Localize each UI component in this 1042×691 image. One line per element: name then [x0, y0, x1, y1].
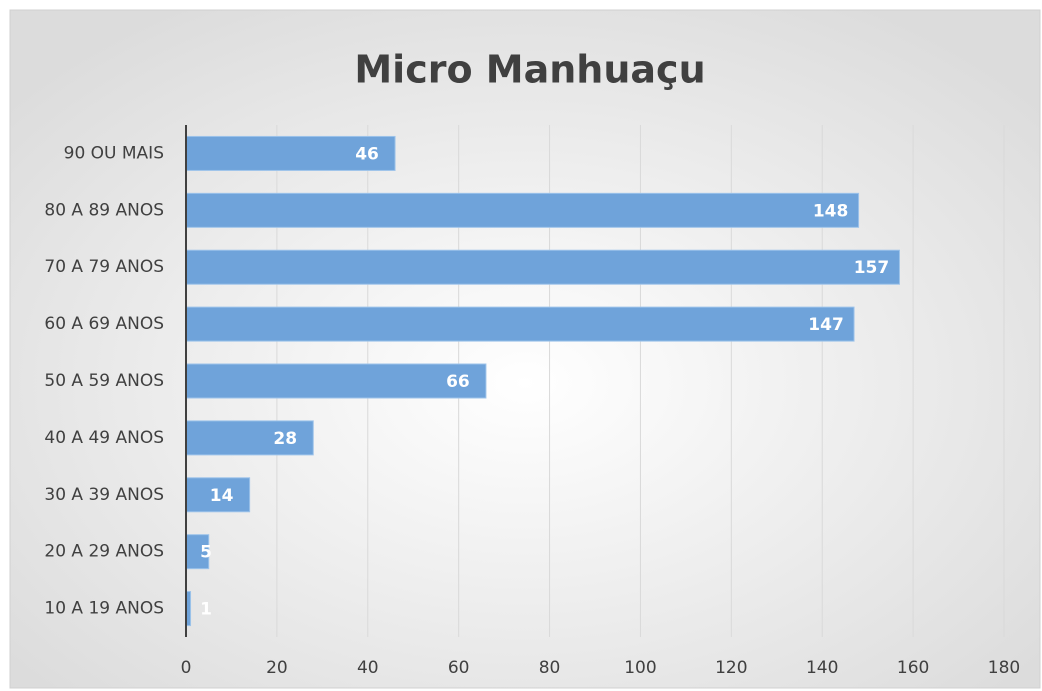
- y-tick-label: 60 A 69 ANOS: [44, 314, 164, 334]
- y-tick-label: 40 A 49 ANOS: [44, 428, 164, 448]
- y-tick-label: 50 A 59 ANOS: [44, 371, 164, 391]
- data-label: 5: [200, 543, 212, 563]
- bar: [185, 363, 487, 399]
- data-label: 14: [210, 486, 234, 506]
- x-tick-label: 120: [715, 658, 747, 678]
- data-label: 1: [200, 600, 212, 620]
- y-tick-label: 80 A 89 ANOS: [44, 200, 164, 220]
- x-tick-label: 80: [539, 658, 561, 678]
- data-label: 66: [446, 372, 470, 392]
- x-tick-label: 0: [181, 658, 192, 678]
- chart-title: Micro Manhuaçu: [354, 48, 705, 92]
- x-tick-label: 160: [897, 658, 929, 678]
- y-tick-label: 20 A 29 ANOS: [44, 542, 164, 562]
- bar: [185, 249, 900, 285]
- chart-area: [9, 9, 1041, 689]
- data-label: 148: [813, 201, 849, 221]
- data-label: 46: [355, 144, 379, 164]
- data-label: 157: [854, 258, 890, 278]
- bar: [185, 192, 860, 228]
- y-tick-label: 30 A 39 ANOS: [44, 485, 164, 505]
- data-label: 28: [273, 429, 297, 449]
- y-tick-label: 10 A 19 ANOS: [44, 599, 164, 619]
- x-tick-label: 60: [448, 658, 470, 678]
- x-tick-label: 140: [806, 658, 838, 678]
- data-label: 147: [808, 315, 844, 335]
- y-tick-label: 90 OU MAIS: [64, 143, 164, 163]
- x-tick-label: 20: [266, 658, 288, 678]
- x-tick-label: 180: [988, 658, 1020, 678]
- x-tick-label: 40: [357, 658, 379, 678]
- bar: [185, 135, 396, 171]
- y-tick-label: 70 A 79 ANOS: [44, 257, 164, 277]
- x-tick-label: 100: [624, 658, 656, 678]
- bar: [185, 306, 855, 342]
